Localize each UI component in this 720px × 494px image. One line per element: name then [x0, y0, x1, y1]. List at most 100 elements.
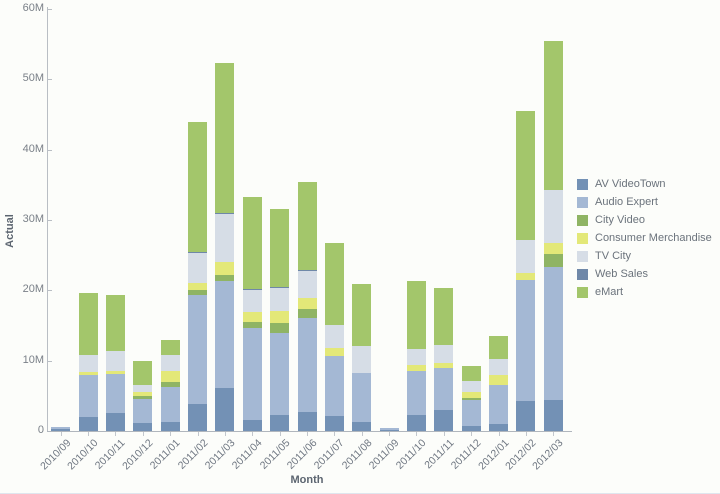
bar-segment[interactable]	[215, 388, 235, 431]
bar-group[interactable]	[51, 9, 71, 431]
bar-segment[interactable]	[297, 412, 317, 431]
bar-group[interactable]	[406, 9, 426, 431]
bar-segment[interactable]	[434, 362, 454, 369]
bar-segment[interactable]	[242, 327, 262, 421]
bar-segment[interactable]	[434, 409, 454, 431]
stacked-bar[interactable]	[242, 196, 262, 431]
bar-segment[interactable]	[406, 280, 426, 350]
legend-item[interactable]: AV VideoTown	[577, 175, 712, 193]
bar-segment[interactable]	[489, 423, 509, 431]
bar-segment[interactable]	[352, 284, 372, 346]
bar-group[interactable]	[379, 9, 399, 431]
bar-segment[interactable]	[324, 355, 344, 416]
stacked-bar[interactable]	[516, 111, 536, 431]
bar-segment[interactable]	[406, 371, 426, 415]
bar-segment[interactable]	[270, 332, 290, 415]
bar-segment[interactable]	[461, 381, 481, 392]
bar-segment[interactable]	[461, 426, 481, 431]
legend-item[interactable]: TV City	[577, 247, 712, 265]
bar-segment[interactable]	[543, 267, 563, 401]
bar-segment[interactable]	[434, 368, 454, 410]
bar-segment[interactable]	[489, 385, 509, 424]
bar-segment[interactable]	[352, 345, 372, 373]
bar-segment[interactable]	[105, 412, 125, 431]
bar-segment[interactable]	[242, 196, 262, 289]
bar-group[interactable]	[434, 9, 454, 431]
bar-segment[interactable]	[516, 400, 536, 431]
bar-segment[interactable]	[324, 324, 344, 349]
bar-segment[interactable]	[160, 386, 180, 422]
bar-group[interactable]	[242, 9, 262, 431]
bar-segment[interactable]	[461, 397, 481, 401]
bar-segment[interactable]	[516, 240, 536, 273]
stacked-bar[interactable]	[105, 295, 125, 431]
bar-group[interactable]	[133, 9, 153, 431]
bar-group[interactable]	[489, 9, 509, 431]
bar-segment[interactable]	[242, 322, 262, 328]
bar-group[interactable]	[461, 9, 481, 431]
bar-segment[interactable]	[270, 323, 290, 333]
bar-segment[interactable]	[78, 355, 98, 372]
bar-segment[interactable]	[160, 339, 180, 356]
bar-segment[interactable]	[297, 309, 317, 319]
bar-segment[interactable]	[406, 364, 426, 372]
stacked-bar[interactable]	[78, 293, 98, 431]
bar-segment[interactable]	[188, 290, 208, 295]
stacked-bar[interactable]	[51, 427, 71, 431]
bar-segment[interactable]	[516, 111, 536, 241]
bar-group[interactable]	[215, 9, 235, 431]
stacked-bar[interactable]	[434, 287, 454, 431]
bar-segment[interactable]	[133, 391, 153, 396]
legend-item[interactable]: Web Sales	[577, 265, 712, 283]
bar-segment[interactable]	[489, 374, 509, 386]
bar-group[interactable]	[352, 9, 372, 431]
stacked-bar[interactable]	[270, 208, 290, 431]
bar-segment[interactable]	[105, 295, 125, 351]
bar-segment[interactable]	[270, 311, 290, 324]
stacked-bar[interactable]	[297, 182, 317, 431]
bar-segment[interactable]	[297, 298, 317, 310]
stacked-bar[interactable]	[215, 62, 235, 431]
bar-segment[interactable]	[160, 355, 180, 371]
bar-segment[interactable]	[352, 372, 372, 422]
legend-item[interactable]: Consumer Merchandise	[577, 229, 712, 247]
bar-segment[interactable]	[133, 385, 153, 392]
bar-segment[interactable]	[352, 421, 372, 431]
bar-group[interactable]	[78, 9, 98, 431]
legend-item[interactable]: City Video	[577, 211, 712, 229]
bar-segment[interactable]	[105, 374, 125, 413]
bar-segment[interactable]	[188, 253, 208, 284]
bar-segment[interactable]	[406, 349, 426, 365]
bar-segment[interactable]	[297, 271, 317, 299]
bar-segment[interactable]	[270, 414, 290, 431]
bar-segment[interactable]	[160, 421, 180, 431]
bar-segment[interactable]	[133, 399, 153, 423]
bar-segment[interactable]	[133, 422, 153, 431]
bar-segment[interactable]	[434, 345, 454, 363]
bar-segment[interactable]	[215, 214, 235, 263]
bar-segment[interactable]	[461, 391, 481, 398]
bar-segment[interactable]	[270, 208, 290, 287]
bar-segment[interactable]	[324, 415, 344, 431]
stacked-bar[interactable]	[352, 284, 372, 431]
stacked-bar[interactable]	[406, 280, 426, 431]
bar-segment[interactable]	[543, 400, 563, 431]
bar-segment[interactable]	[188, 294, 208, 404]
bar-segment[interactable]	[78, 416, 98, 431]
bar-segment[interactable]	[270, 288, 290, 312]
stacked-bar[interactable]	[133, 360, 153, 431]
bar-group[interactable]	[324, 9, 344, 431]
stacked-bar[interactable]	[489, 336, 509, 431]
bar-segment[interactable]	[461, 400, 481, 427]
bar-segment[interactable]	[78, 375, 98, 417]
bar-segment[interactable]	[489, 358, 509, 375]
bar-segment[interactable]	[188, 283, 208, 291]
bar-group[interactable]	[160, 9, 180, 431]
bar-segment[interactable]	[297, 269, 317, 272]
bar-segment[interactable]	[242, 420, 262, 431]
bar-segment[interactable]	[215, 281, 235, 389]
bar-group[interactable]	[543, 9, 563, 431]
bar-segment[interactable]	[188, 121, 208, 252]
stacked-bar[interactable]	[461, 366, 481, 431]
bar-segment[interactable]	[297, 318, 317, 413]
